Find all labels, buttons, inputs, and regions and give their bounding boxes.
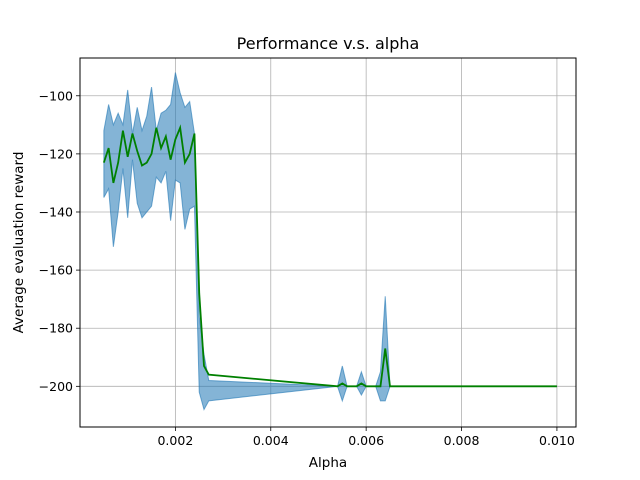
mean-reward-line [102, 124, 557, 388]
x-axis-label: Alpha [309, 455, 347, 471]
x-axis-ticks: 0.002 0.004 0.006 0.008 0.010 [157, 427, 575, 448]
y-axis-label: Average evaluation reward [11, 152, 27, 334]
y-tick-label: −160 [39, 263, 73, 278]
y-tick-label: −140 [39, 204, 73, 219]
x-tick-label: 0.002 [157, 433, 193, 448]
x-tick-label: 0.008 [444, 433, 480, 448]
x-tick-label: 0.004 [253, 433, 289, 448]
chart-title: Performance v.s. alpha [237, 34, 420, 53]
y-axis-ticks: −100 −120 −140 −160 −180 −200 [39, 88, 80, 394]
y-tick-label: −100 [39, 88, 73, 103]
plot-frame [79, 57, 577, 428]
x-tick-label: 0.010 [539, 433, 575, 448]
y-tick-label: −200 [39, 379, 73, 394]
y-tick-label: −120 [39, 146, 73, 161]
reward-std-band [103, 72, 557, 411]
x-tick-label: 0.006 [348, 433, 384, 448]
y-tick-label: −180 [39, 321, 73, 336]
